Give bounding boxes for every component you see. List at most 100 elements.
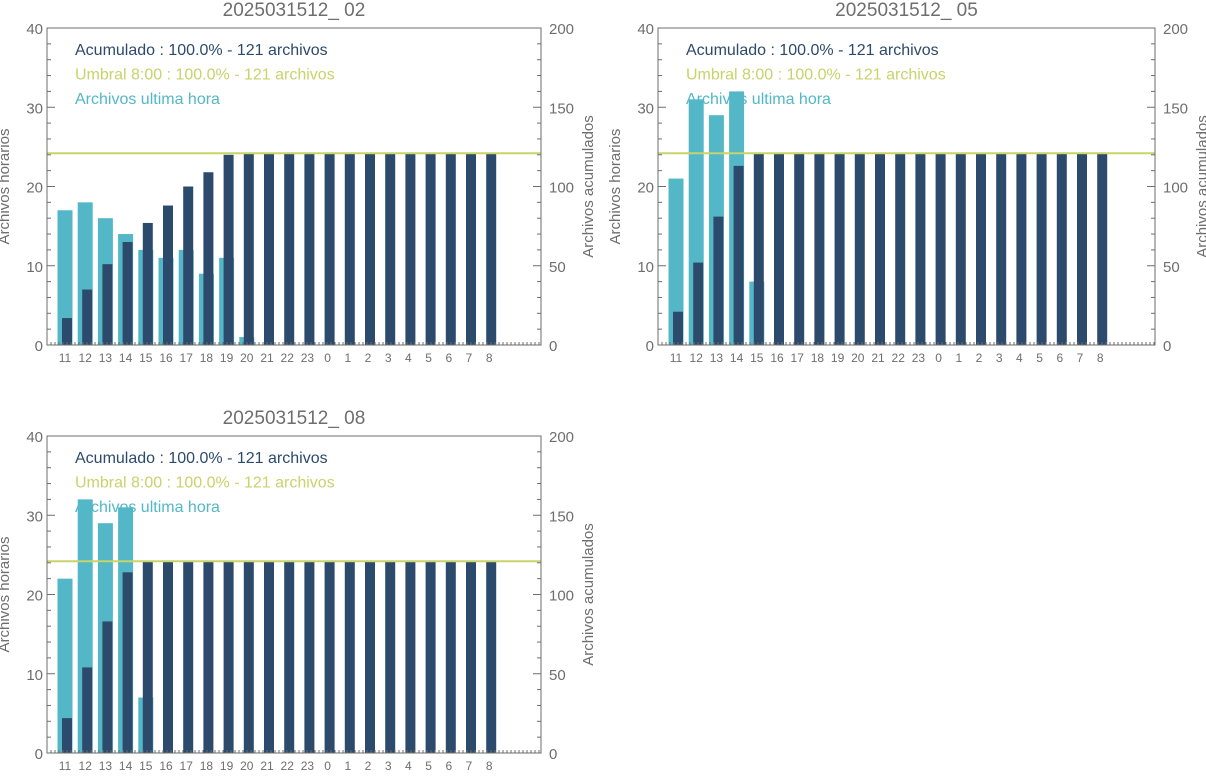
- x-tick-label: 11: [670, 351, 683, 365]
- y-axis-label: Archivos horarios: [0, 537, 13, 653]
- accumulated-bar: [243, 561, 254, 753]
- legend-entry: Archivos ultima hora: [75, 91, 220, 108]
- y2-tick-label: 0: [549, 338, 557, 355]
- x-tick-label: 0: [324, 759, 331, 771]
- x-tick-label: 1: [344, 351, 351, 365]
- y-axis-label: Archivos horarios: [607, 129, 624, 245]
- accumulated-bar: [486, 561, 497, 753]
- accumulated-bar: [203, 561, 214, 753]
- accumulated-bar: [854, 153, 865, 345]
- x-tick-label: 13: [99, 759, 113, 771]
- accumulated-bar: [466, 153, 476, 345]
- x-tick-label: 5: [1036, 351, 1043, 365]
- x-tick-label: 4: [1016, 351, 1023, 365]
- chart-title: 2025031512_ 08: [223, 408, 366, 429]
- x-tick-label: 8: [486, 351, 493, 365]
- accumulated-bar: [82, 289, 93, 345]
- y-tick-label: 10: [637, 259, 654, 276]
- accumulated-bar: [774, 153, 784, 345]
- accumulated-bar: [1056, 153, 1067, 345]
- accumulated-bar: [223, 154, 234, 345]
- accumulated-bar: [996, 153, 1007, 345]
- accumulated-bar: [733, 165, 744, 345]
- accumulated-bar: [875, 153, 885, 345]
- accumulated-bar: [102, 621, 113, 753]
- y-tick-label: 20: [26, 588, 43, 605]
- x-tick-label: 6: [445, 759, 452, 771]
- y2-tick-label: 100: [1163, 180, 1188, 197]
- accumulated-bar: [814, 153, 825, 345]
- accumulated-bar: [445, 561, 456, 753]
- hourly-bar: [57, 210, 73, 345]
- x-tick-label: 6: [1056, 351, 1063, 365]
- accumulated-bar: [102, 264, 113, 345]
- accumulated-bar: [203, 172, 214, 345]
- accumulated-bar: [304, 561, 315, 753]
- x-tick-label: 5: [425, 351, 432, 365]
- y2-tick-label: 100: [549, 180, 574, 197]
- accumulated-bar: [405, 561, 416, 753]
- x-tick-label: 15: [139, 351, 153, 365]
- x-tick-label: 2: [365, 759, 372, 771]
- legend-entry: Archivos ultima hora: [686, 91, 831, 108]
- x-tick-label: 6: [445, 351, 452, 365]
- x-tick-label: 16: [159, 759, 173, 771]
- y2-tick-label: 150: [1163, 100, 1188, 117]
- x-tick-label: 22: [281, 351, 295, 365]
- y-tick-label: 40: [26, 21, 43, 38]
- x-tick-label: 2: [976, 351, 983, 365]
- y2-tick-label: 200: [549, 21, 574, 38]
- y-tick-label: 10: [26, 259, 43, 276]
- x-tick-label: 16: [770, 351, 784, 365]
- accumulated-bar: [425, 153, 436, 345]
- x-tick-label: 4: [405, 759, 412, 771]
- y-tick-label: 20: [26, 180, 43, 197]
- accumulated-bar: [365, 561, 375, 753]
- accumulated-bar: [753, 153, 764, 345]
- x-tick-label: 2: [365, 351, 372, 365]
- x-tick-label: 19: [220, 351, 234, 365]
- x-tick-label: 13: [99, 351, 113, 365]
- y2-tick-label: 0: [1163, 338, 1171, 355]
- x-tick-label: 21: [871, 351, 885, 365]
- x-tick-label: 12: [690, 351, 704, 365]
- x-tick-label: 17: [180, 759, 194, 771]
- x-tick-label: 20: [240, 759, 254, 771]
- accumulated-bar: [243, 153, 254, 345]
- x-tick-label: 14: [119, 759, 133, 771]
- accumulated-bar: [1077, 153, 1087, 345]
- x-tick-label: 21: [260, 351, 274, 365]
- x-tick-label: 7: [466, 351, 473, 365]
- accumulated-bar: [142, 222, 153, 345]
- chart-title: 2025031512_ 02: [223, 0, 366, 21]
- accumulated-bar: [794, 153, 805, 345]
- x-tick-label: 1: [344, 759, 351, 771]
- y2-axis-label: Archivos acumulados: [1194, 115, 1206, 258]
- x-tick-label: 15: [750, 351, 764, 365]
- accumulated-bar: [955, 153, 966, 345]
- legend-entry: Umbral 8:00 : 100.0% - 121 archivos: [75, 67, 335, 84]
- accumulated-bar: [385, 153, 396, 345]
- x-tick-label: 23: [301, 759, 315, 771]
- accumulated-bar: [183, 186, 194, 345]
- x-tick-label: 0: [935, 351, 942, 365]
- accumulated-bar: [82, 667, 93, 753]
- x-tick-label: 23: [912, 351, 926, 365]
- x-tick-label: 22: [892, 351, 906, 365]
- legend-entry: Acumulado : 100.0% - 121 archivos: [686, 42, 939, 59]
- y-tick-label: 20: [637, 180, 654, 197]
- accumulated-bar: [385, 561, 396, 753]
- x-tick-label: 20: [851, 351, 865, 365]
- accumulated-bar: [163, 561, 173, 753]
- accumulated-bar: [1016, 153, 1027, 345]
- x-tick-label: 11: [59, 759, 72, 771]
- accumulated-bar: [673, 311, 683, 345]
- x-tick-label: 8: [486, 759, 493, 771]
- legend-entry: Umbral 8:00 : 100.0% - 121 archivos: [686, 67, 946, 84]
- x-tick-label: 0: [324, 351, 331, 365]
- accumulated-bar: [163, 205, 173, 345]
- y-axis-label: Archivos horarios: [0, 129, 13, 245]
- x-tick-label: 17: [791, 351, 805, 365]
